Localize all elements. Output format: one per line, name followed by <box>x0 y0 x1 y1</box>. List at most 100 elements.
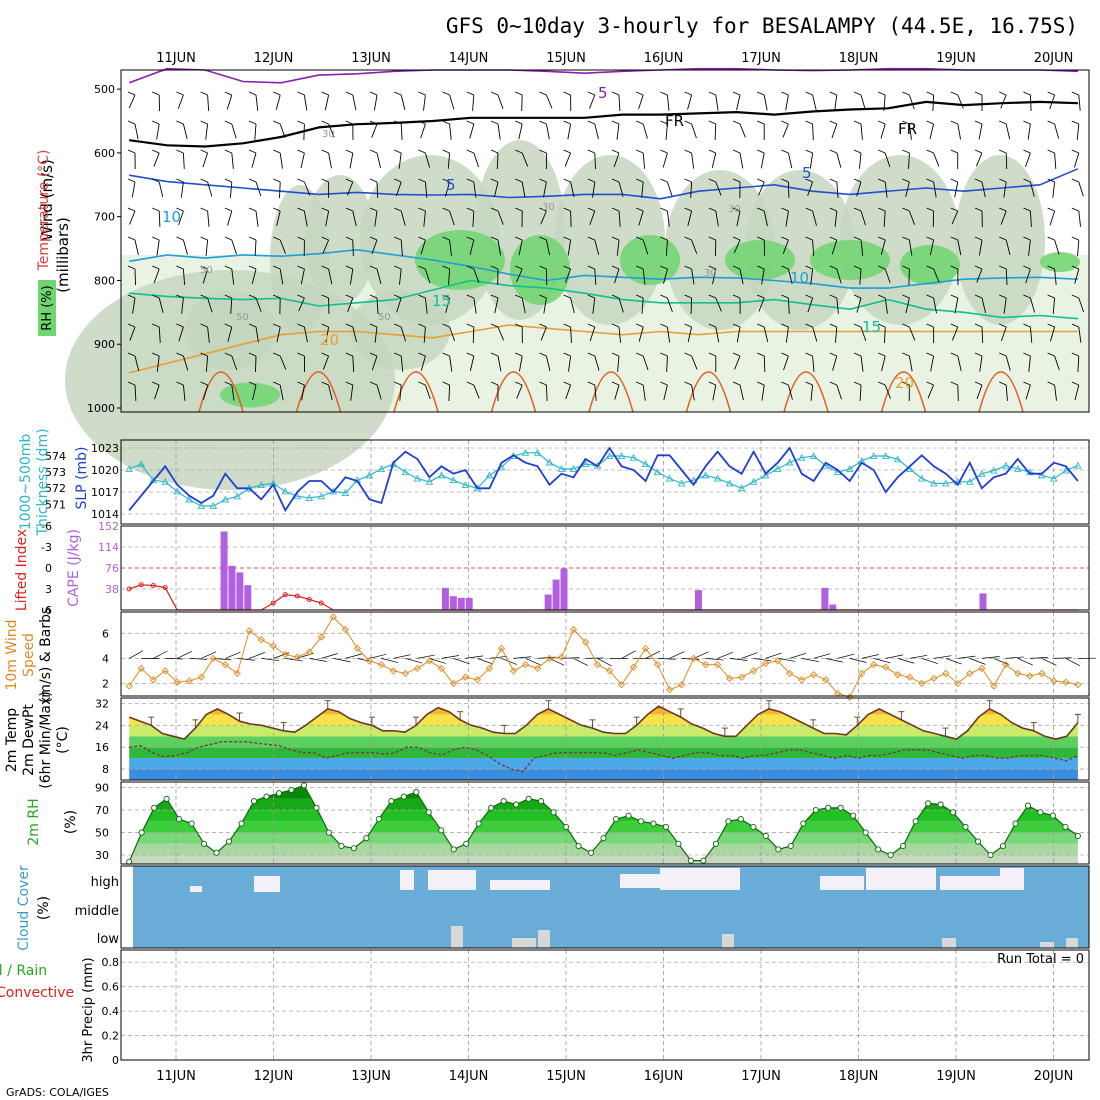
surface-wind-barb <box>873 658 891 664</box>
wind-barb-staff <box>570 210 572 227</box>
surface-wind-barb <box>465 655 484 659</box>
rh-band <box>129 821 1078 833</box>
rh-blob-mid <box>745 170 855 330</box>
wind-barb-flag <box>248 149 257 154</box>
rh-marker <box>987 851 994 859</box>
wind-barb-staff <box>352 355 355 372</box>
wind-barb-staff <box>346 181 354 196</box>
wind-barb-flag <box>127 91 136 96</box>
wind-barb-staff <box>181 297 184 314</box>
wind-barb-staff <box>279 384 284 401</box>
wind-barb-staff <box>134 268 136 285</box>
wind-barb-staff <box>860 326 867 342</box>
wind-barb-flag <box>515 381 523 386</box>
thickness-marker <box>990 466 998 474</box>
wind-barb-staff <box>322 239 330 254</box>
rh-marker <box>837 804 844 811</box>
rh-marker <box>999 842 1007 850</box>
wind-barb-staff <box>908 94 915 110</box>
thickness-marker <box>401 468 410 476</box>
wind-speed-marker <box>1062 678 1070 686</box>
rh-marker <box>475 820 482 827</box>
wind-barb-flag <box>466 265 474 270</box>
wind-speed-marker <box>1026 672 1034 680</box>
wind-barb-staff <box>638 94 644 110</box>
wind-barb-staff <box>690 181 693 198</box>
wind-barb-staff <box>617 355 620 372</box>
wind-barb-staff <box>691 355 698 370</box>
wind-barb-staff <box>859 268 862 285</box>
wind-barb-flag <box>466 120 474 125</box>
wind-barb-flag <box>1047 352 1055 357</box>
wind-barb-staff <box>226 94 233 110</box>
wind-barb-flag <box>563 294 571 299</box>
wind-speed-marker <box>966 669 974 678</box>
cape-bar <box>829 604 837 610</box>
wind-barb-staff <box>371 355 378 371</box>
wind-barb-flag <box>176 149 184 154</box>
wind-barb-staff <box>497 239 502 256</box>
wind-barb-staff <box>423 326 426 343</box>
wind-barb-staff <box>131 181 136 198</box>
wind10m-frame <box>120 611 1090 697</box>
surface-wind-barb <box>177 651 192 659</box>
wind-barb-staff <box>783 355 789 371</box>
wind-barb-staff <box>763 355 766 372</box>
cape-tick-label: 114 <box>98 541 119 554</box>
wind-barb-flag <box>321 352 329 357</box>
wind-barb-staff <box>859 384 862 401</box>
wind-barb-staff <box>884 297 888 314</box>
wind-barb-flag <box>515 323 523 328</box>
cloud-clear-gap <box>1000 868 1024 890</box>
wind-barb-flag <box>781 149 789 154</box>
wind-barb-flag <box>999 265 1007 270</box>
wind-barb-staff <box>832 355 838 371</box>
wind-barb-flag <box>539 120 547 125</box>
surface-wind-barb <box>309 658 327 662</box>
wind-barb-flag <box>248 381 257 386</box>
wind-barb-flag <box>853 381 862 386</box>
wind-speed-marker <box>317 633 325 641</box>
wind-barb-flag <box>490 294 499 299</box>
surface-wind-barb <box>753 658 772 662</box>
wind-barb-staff <box>545 123 550 140</box>
wind-barb-staff <box>449 355 453 372</box>
wind-barb-staff <box>376 297 379 314</box>
wind-barb-flag <box>926 149 934 154</box>
wind-barb-flag <box>805 91 813 96</box>
wind-barb-staff <box>812 355 815 372</box>
wind-barb-staff <box>618 181 624 197</box>
wind-barb-staff <box>641 181 644 198</box>
wind-barb-flag <box>611 91 620 96</box>
cape-tick-label: 38 <box>105 583 119 596</box>
wind-barb-flag <box>950 149 958 154</box>
cloud-low-gap <box>1066 938 1078 948</box>
wind-barb-staff <box>642 384 646 401</box>
rh-band <box>129 843 1078 856</box>
wind-barb-flag <box>345 207 353 212</box>
rh-marker <box>925 800 932 807</box>
wind-barb-staff <box>691 268 695 285</box>
thickness-marker <box>617 452 626 459</box>
cape-bar <box>236 572 244 610</box>
date-label-top: 19JUN <box>936 51 976 66</box>
wind-barb-flag <box>636 207 644 212</box>
wind-speed-marker <box>485 664 494 673</box>
temp-line <box>128 705 1079 740</box>
rh-marker <box>288 786 295 793</box>
wind-barb-flag <box>660 120 668 125</box>
wind-barb-flag <box>273 149 281 154</box>
cloud-frame <box>120 865 1090 949</box>
thickness-marker <box>725 479 734 487</box>
wind-axis-label-line: 10m Wind <box>4 619 20 690</box>
wind-speed-marker <box>737 673 746 681</box>
wind-barb-flag <box>902 265 910 270</box>
wind-barb-flag <box>1071 265 1079 270</box>
wind-barb-flag <box>926 265 934 270</box>
wind-barb-flag <box>611 323 620 328</box>
date-label-top: 12JUN <box>254 51 294 66</box>
wind-speed-marker <box>329 613 337 621</box>
wind-barb-flag <box>490 265 499 270</box>
wind-barb-flag <box>1071 120 1079 125</box>
wind-barb-staff <box>398 152 402 169</box>
